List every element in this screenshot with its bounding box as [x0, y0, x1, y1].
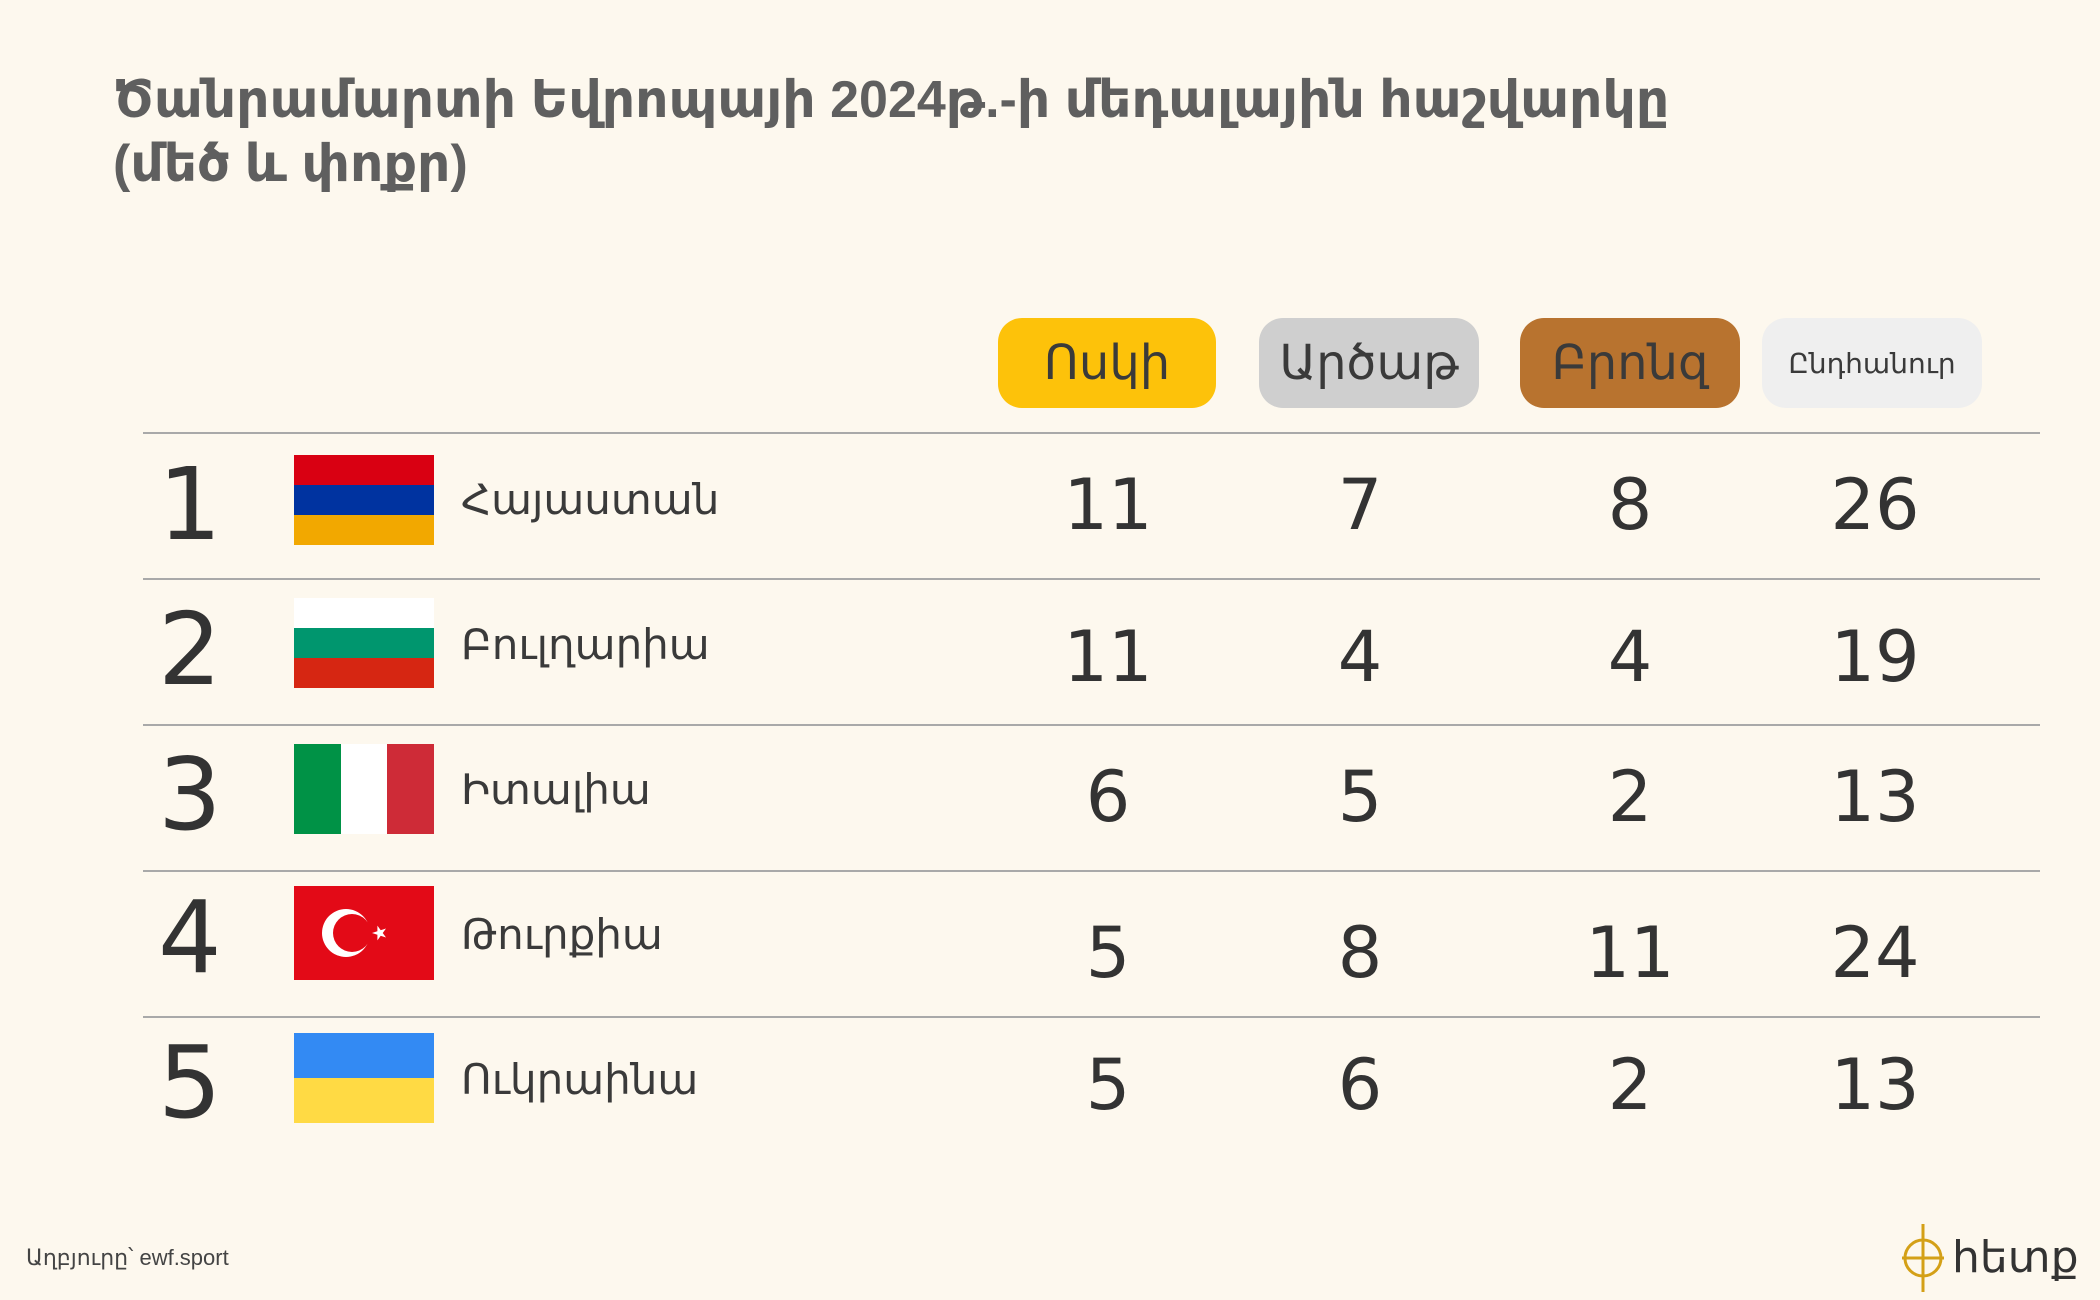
country-name: Բուլղարիա — [461, 620, 710, 669]
header-silver: Արծաթ — [1259, 318, 1479, 408]
gold-value: 6 — [1085, 756, 1131, 838]
silver-value: 6 — [1337, 1044, 1383, 1126]
silver-value: 4 — [1337, 616, 1383, 698]
row-divider — [143, 432, 2040, 434]
silver-value: 5 — [1337, 756, 1383, 838]
rank-3: 3 — [158, 736, 222, 853]
chart-title-line-1: Ծանրամարտի Եվրոպայի 2024թ.-ի մեդալային հ… — [113, 71, 1670, 129]
gold-value: 5 — [1085, 912, 1131, 994]
row-divider — [143, 724, 2040, 726]
gold-value: 5 — [1085, 1044, 1131, 1126]
silver-value: 8 — [1337, 912, 1383, 994]
rank-4: 4 — [158, 879, 222, 996]
bulgaria-flag-icon — [294, 598, 434, 688]
hetq-logo-icon — [1902, 1224, 1944, 1292]
total-value: 13 — [1830, 1044, 1920, 1126]
header-gold: Ոսկի — [998, 318, 1216, 408]
header-total: Ընդհանուր — [1762, 318, 1982, 408]
hetq-logo: հետք — [1900, 1220, 2080, 1295]
ukraine-flag-icon — [294, 1033, 434, 1123]
total-value: 24 — [1830, 912, 1920, 994]
row-divider — [143, 870, 2040, 872]
rank-2: 2 — [158, 591, 222, 708]
armenia-flag-icon — [294, 455, 434, 545]
total-value: 26 — [1830, 464, 1920, 546]
bronze-value: 4 — [1607, 616, 1653, 698]
rank-5: 5 — [158, 1024, 222, 1141]
rank-1: 1 — [158, 446, 222, 563]
bronze-value: 8 — [1607, 464, 1653, 546]
italy-flag-icon — [294, 744, 434, 834]
total-value: 13 — [1830, 756, 1920, 838]
gold-value: 11 — [1063, 616, 1153, 698]
row-divider — [143, 1016, 2040, 1018]
country-name: Թուրքիա — [461, 910, 663, 959]
source-note: Աղբյուրը՝ ewf.sport — [26, 1245, 229, 1270]
bronze-value: 11 — [1585, 912, 1675, 994]
gold-value: 11 — [1063, 464, 1153, 546]
silver-value: 7 — [1337, 464, 1383, 546]
country-name: Իտալիա — [461, 765, 651, 814]
header-bronze: Բրոնզ — [1520, 318, 1740, 408]
bronze-value: 2 — [1607, 756, 1653, 838]
row-divider — [143, 578, 2040, 580]
chart-title: Ծանրամարտի Եվրոպայի 2024թ.-ի մեդալային հ… — [113, 68, 1813, 196]
country-name: Հայաստան — [461, 475, 720, 524]
country-name: Ուկրաինա — [461, 1055, 699, 1104]
logo-text: հետք — [1952, 1232, 2079, 1283]
bronze-value: 2 — [1607, 1044, 1653, 1126]
turkey-flag-icon — [294, 886, 434, 980]
total-value: 19 — [1830, 616, 1920, 698]
chart-title-line-2: (մեծ և փոքր) — [113, 135, 468, 193]
